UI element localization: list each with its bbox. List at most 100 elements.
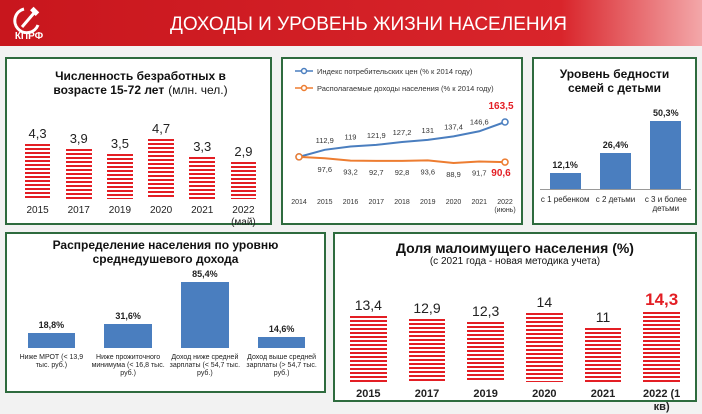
chart-title: Распределение населения по уровню средне… xyxy=(27,238,304,266)
value-label: 12,3 xyxy=(472,302,500,319)
chart-title: Численность безработных в возрасте 15-72… xyxy=(37,69,244,97)
category-label: 2021 xyxy=(191,205,214,216)
value-label: 91,7 xyxy=(472,168,487,177)
value-label: 127,2 xyxy=(393,128,412,137)
value-label: 97,6 xyxy=(317,165,332,174)
category-label: 2019 xyxy=(108,205,132,216)
bar xyxy=(27,333,76,348)
value-label: 112,9 xyxy=(316,136,334,145)
chart-panel: Численность безработных в возрасте 15-72… xyxy=(5,57,272,228)
series-line xyxy=(298,155,506,165)
value-label: 4,3 xyxy=(28,126,47,142)
bar xyxy=(643,312,680,382)
chart-title-text: Уровень бедности семей с детьми xyxy=(559,67,670,95)
bar xyxy=(467,321,504,382)
bar xyxy=(350,316,387,382)
category-label: Ниже МРОТ (< 13,9 тыс. руб.) xyxy=(19,354,84,370)
legend-marker xyxy=(300,84,308,92)
category-label: 2021 xyxy=(590,388,616,400)
point-marker xyxy=(501,118,509,126)
category-label: 2020 xyxy=(446,199,462,206)
bar xyxy=(599,153,632,189)
value-label: 131 xyxy=(421,126,434,135)
category-label: 2017 xyxy=(67,205,90,216)
chart-title: Уровень бедности семей с детьми xyxy=(544,67,685,95)
bar xyxy=(24,144,51,199)
value-label: 146,6 xyxy=(470,117,489,126)
value-label: 14 xyxy=(536,294,553,311)
category-label: 2015 xyxy=(26,205,49,216)
chart-title-text: Доля малоимущего населения (%) xyxy=(396,240,634,256)
value-label: 31,6% xyxy=(115,310,141,321)
category-label: 2022 (май) xyxy=(231,205,256,228)
chart-panel: Распределение населения по уровню средне… xyxy=(5,232,326,393)
value-label: 3,5 xyxy=(110,136,129,152)
value-label: 26,4% xyxy=(602,140,629,151)
bar xyxy=(65,149,92,199)
value-label: 14,6% xyxy=(268,323,295,334)
point-marker xyxy=(501,158,509,166)
value-label: 18,8% xyxy=(38,320,65,331)
category-label: 2017 xyxy=(414,388,440,400)
category-label: 2020 xyxy=(532,388,557,400)
value-label: 163,5 xyxy=(488,101,513,112)
value-label: 88,9 xyxy=(446,170,461,179)
bar xyxy=(408,318,446,382)
category-label: 2022 (июнь) xyxy=(494,199,515,214)
category-label: 2017 xyxy=(368,199,384,206)
point-marker xyxy=(295,153,303,161)
category-label: 2015 xyxy=(317,199,333,206)
bar xyxy=(230,161,257,199)
category-label: 2015 xyxy=(356,388,381,400)
bar xyxy=(104,323,152,348)
value-label: 119 xyxy=(345,132,357,141)
line-chart: Индекс потребительских цен (% к 2014 год… xyxy=(291,67,515,214)
bar xyxy=(257,336,306,348)
value-label: 93,6 xyxy=(420,167,435,176)
chart-title-text: Распределение населения по уровню средне… xyxy=(52,238,279,266)
bar xyxy=(181,282,229,348)
legend-marker xyxy=(300,67,308,75)
category-label: с 2 детьми xyxy=(595,195,636,204)
value-label: 12,9 xyxy=(413,299,441,316)
value-label: 93,2 xyxy=(343,168,358,177)
category-label: с 3 и более детьми xyxy=(644,195,687,214)
value-label: 2,9 xyxy=(234,143,253,159)
bar xyxy=(189,156,215,199)
value-label: 14,3 xyxy=(645,290,679,309)
chart-title: Доля малоимущего населения (%) (с 2021 го… xyxy=(345,240,685,267)
header: КПРФ ДОХОДЫ И УРОВЕНЬ ЖИЗНИ НАСЕЛЕНИЯ xyxy=(0,0,702,46)
value-label: 11 xyxy=(595,309,611,326)
legend-label: Располагаемые доходы населения (% к 2014… xyxy=(317,84,494,93)
bar xyxy=(549,172,581,189)
category-label: 2022 (1 кв) xyxy=(642,388,681,413)
chart-subtitle: (млн. чел.) xyxy=(168,83,228,97)
value-label: 3,3 xyxy=(193,138,212,154)
value-label: 13,4 xyxy=(354,297,382,314)
value-label: 92,7 xyxy=(369,168,384,177)
value-label: 85,4% xyxy=(192,269,218,279)
bar xyxy=(650,121,682,189)
value-label: 92,8 xyxy=(395,168,410,177)
category-label: с 1 ребенком xyxy=(540,195,590,204)
page-title: ДОХОДЫ И УРОВЕНЬ ЖИЗНИ НАСЕЛЕНИЯ xyxy=(170,14,567,35)
value-label: 137,4 xyxy=(444,122,463,131)
series-line xyxy=(298,121,506,158)
bar xyxy=(148,139,174,199)
category-label: 2019 xyxy=(420,199,436,206)
value-label: 90,6 xyxy=(491,168,511,179)
legend-label: Индекс потребительских цен (% к 2014 год… xyxy=(317,67,473,76)
category-label: 2014 xyxy=(291,199,307,206)
axis-line xyxy=(540,189,691,190)
logo-text: КПРФ xyxy=(14,31,44,42)
chart-subtitle: (с 2021 года - новая методика учета) xyxy=(429,256,601,267)
bar xyxy=(584,328,622,382)
chart-title-text: Численность безработных в возрасте 15-72… xyxy=(53,69,226,97)
chart-panel: Индекс потребительских цен (% к 2014 год… xyxy=(281,57,523,225)
value-label: 50,3% xyxy=(653,108,679,118)
value-label: 4,7 xyxy=(152,121,171,136)
value-label: 121,9 xyxy=(367,131,386,140)
value-label: 12,1% xyxy=(552,159,578,170)
category-label: Ниже прожиточного минимума (< 16,8 тыс. … xyxy=(91,354,165,378)
